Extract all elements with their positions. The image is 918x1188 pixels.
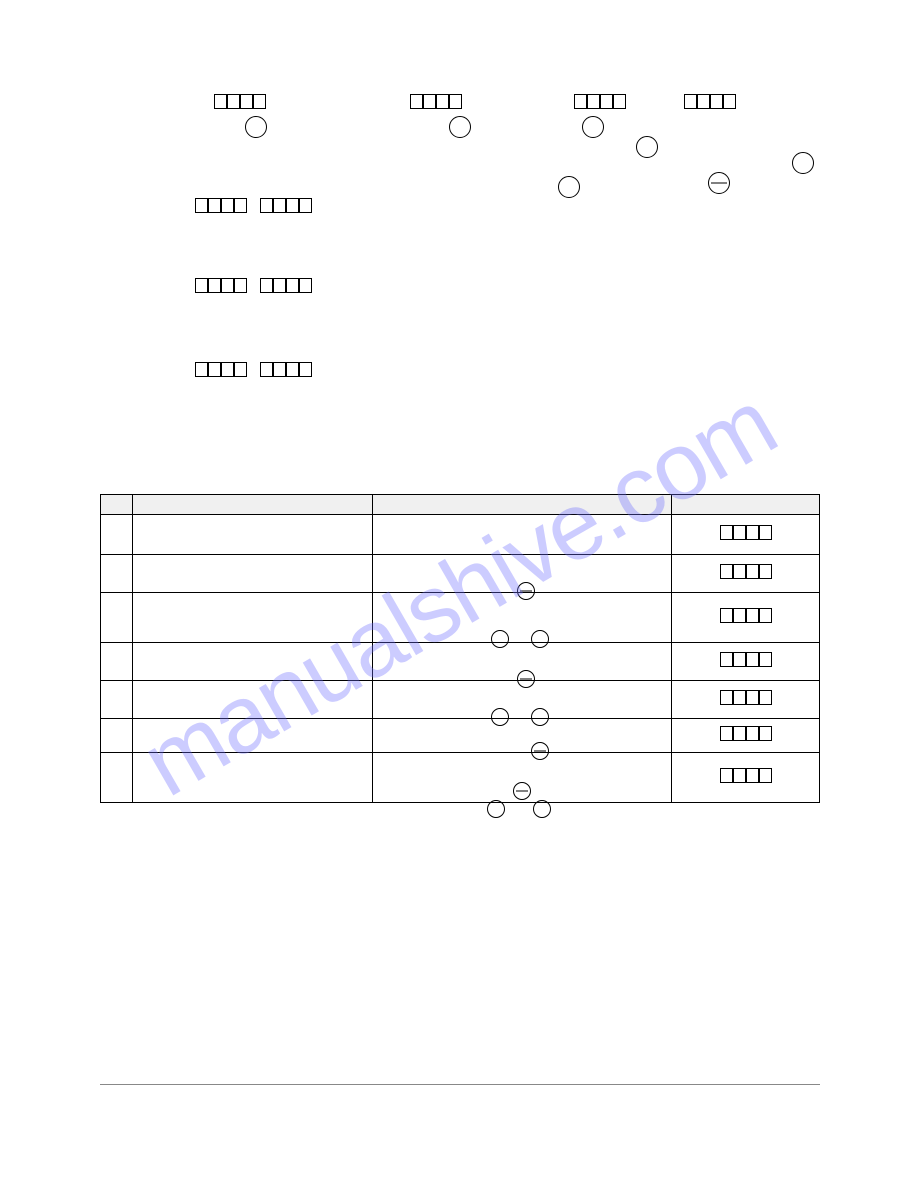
table-cell-circles xyxy=(372,643,672,681)
cell-circle xyxy=(533,800,551,818)
top-label-3 xyxy=(574,92,626,115)
table-header-cell xyxy=(672,495,820,515)
table-cell xyxy=(101,593,133,643)
table-cell xyxy=(132,643,372,681)
diagram-circle xyxy=(245,116,267,138)
table-row xyxy=(101,515,820,555)
left-label-row-2 xyxy=(195,276,312,299)
table-cell xyxy=(132,555,372,593)
table-row xyxy=(101,753,820,803)
left-label-row-1 xyxy=(195,196,312,219)
table-row xyxy=(101,555,820,593)
table-row xyxy=(101,719,820,753)
table-header-cell xyxy=(372,495,672,515)
table-cell xyxy=(672,555,820,593)
table-cell xyxy=(132,515,372,555)
table-row xyxy=(101,643,820,681)
table-cell xyxy=(101,515,133,555)
table-cell xyxy=(132,681,372,719)
diagram-circle xyxy=(636,136,658,158)
side-page-tab xyxy=(852,340,880,388)
table-cell xyxy=(101,719,133,753)
diagram-circle-minus xyxy=(708,172,730,194)
diagram-circle xyxy=(792,152,814,174)
table-cell xyxy=(101,555,133,593)
cell-circle-minus xyxy=(517,582,535,600)
table-cell xyxy=(101,753,133,803)
diagram-circle xyxy=(558,176,580,198)
table-cell xyxy=(132,593,372,643)
table-cell xyxy=(101,681,133,719)
table-cell xyxy=(101,643,133,681)
page-content: manualshive.com xyxy=(0,0,918,1188)
table-cell-circles xyxy=(372,593,672,643)
cell-circle xyxy=(491,630,509,648)
table-cell xyxy=(672,719,820,753)
footer-divider xyxy=(100,1084,820,1085)
table-cell xyxy=(132,719,372,753)
table-cell xyxy=(672,593,820,643)
table-cell xyxy=(672,515,820,555)
cell-circle xyxy=(491,708,509,726)
table-cell-circles xyxy=(372,719,672,753)
table-cell-circles xyxy=(372,515,672,555)
table-body xyxy=(101,515,820,803)
cell-circle-minus xyxy=(517,670,535,688)
table-cell xyxy=(672,643,820,681)
left-label-row-3 xyxy=(195,360,312,383)
table-row xyxy=(101,593,820,643)
top-label-4 xyxy=(684,92,736,115)
top-label-2 xyxy=(410,92,462,115)
table-cell xyxy=(672,681,820,719)
data-table xyxy=(100,494,820,803)
diagram-circle xyxy=(582,116,604,138)
cell-circle xyxy=(531,630,549,648)
table-row xyxy=(101,681,820,719)
table-header-cell xyxy=(101,495,133,515)
table-cell-circles xyxy=(372,753,672,803)
diagram-circle xyxy=(449,116,471,138)
table-cell xyxy=(672,753,820,803)
table-header-row xyxy=(101,495,820,515)
table-cell-circles xyxy=(372,555,672,593)
table-header-cell xyxy=(132,495,372,515)
top-label-1 xyxy=(214,92,266,115)
cell-circle xyxy=(487,800,505,818)
cell-circle-minus xyxy=(531,742,549,760)
cell-circle xyxy=(531,708,549,726)
cell-circle-minus xyxy=(513,782,531,800)
table-cell xyxy=(132,753,372,803)
